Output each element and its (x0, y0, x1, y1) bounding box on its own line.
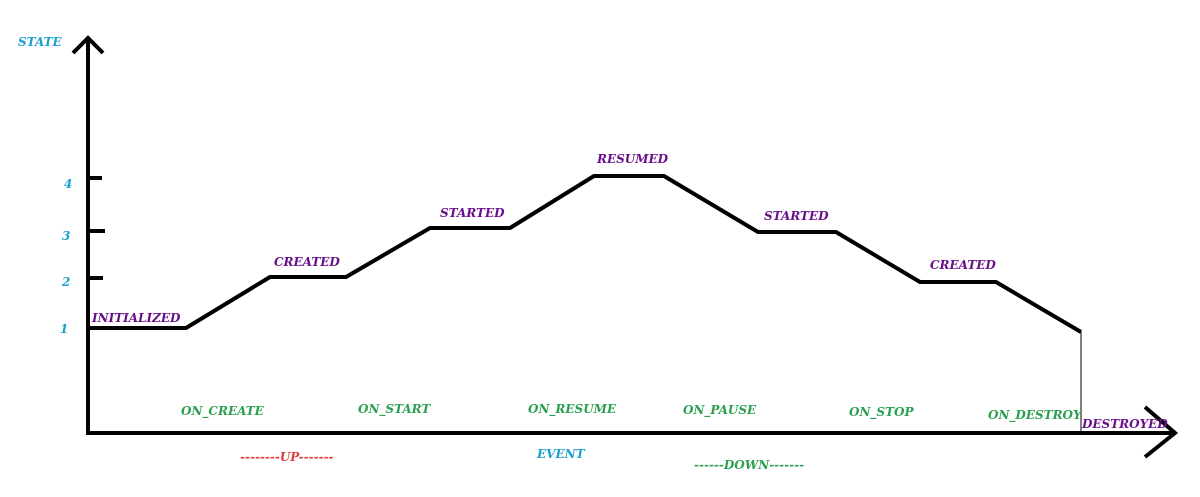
event-on-pause: ON_PAUSE (683, 403, 757, 418)
state-label-started: STARTED (440, 206, 505, 220)
tick-label-2: 2 (61, 275, 70, 289)
state-label-started-down: STARTED (764, 209, 829, 223)
y-axis-arrow-icon (71, 35, 105, 55)
event-on-stop: ON_STOP (849, 405, 914, 420)
state-label-created-down: CREATED (930, 258, 996, 272)
state-label-destroyed: DESTROYED (1081, 417, 1168, 431)
tick-label-1: 1 (60, 322, 68, 336)
x-axis-arrow-icon (1143, 405, 1179, 459)
event-on-destroy: ON_DESTROY (988, 408, 1083, 423)
state-label-initialized: INITIALIZED (91, 311, 181, 325)
event-on-resume: ON_RESUME (528, 402, 617, 417)
state-label-resumed: RESUMED (596, 152, 669, 166)
tick-label-4: 4 (64, 177, 72, 191)
phase-up-label: --------UP------- (240, 450, 334, 464)
event-on-start: ON_START (358, 402, 431, 417)
y-axis-label: STATE (18, 35, 63, 49)
state-line (88, 174, 1083, 334)
event-on-create: ON_CREATE (181, 404, 265, 419)
phase-down-label: ------DOWN------- (694, 458, 804, 472)
tick-label-3: 3 (62, 229, 70, 243)
x-axis-label: EVENT (536, 447, 586, 461)
state-label-created: CREATED (274, 255, 340, 269)
